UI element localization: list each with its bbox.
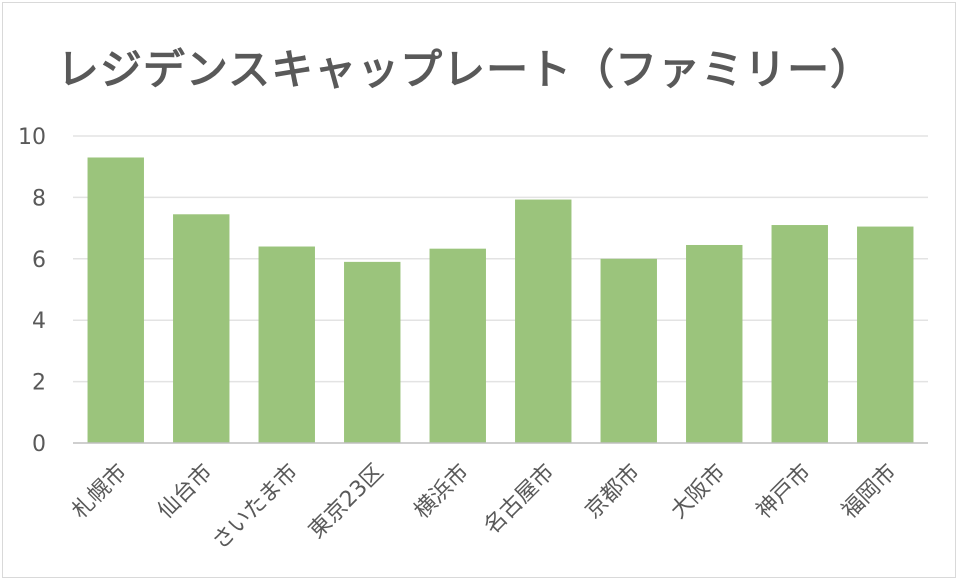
y-tick-label: 4: [32, 309, 46, 334]
y-tick-label: 2: [32, 371, 46, 396]
x-tick-label: 京都市: [581, 460, 645, 524]
y-tick-label: 8: [32, 186, 46, 211]
bar: [686, 244, 743, 443]
x-tick-label: 福岡市: [837, 460, 901, 524]
x-tick-label: さいたま市: [208, 460, 303, 555]
x-tick-label: 横浜市: [410, 460, 474, 524]
bar: [344, 261, 401, 443]
x-tick-label: 仙台市: [153, 460, 217, 524]
chart-title: レジデンスキャップレート（ファミリー）: [56, 45, 874, 94]
bars: [87, 157, 914, 444]
x-tick-label: 東京23区: [304, 460, 388, 544]
bar: [429, 248, 486, 443]
x-tick-label: 大阪市: [666, 460, 730, 524]
y-tick-label: 6: [32, 248, 46, 273]
y-tick-label: 0: [32, 432, 46, 457]
bar: [600, 258, 657, 443]
bar: [87, 157, 144, 444]
x-tick-label: 札幌市: [68, 460, 132, 524]
y-axis-ticks: 0 2 4 6 8 10: [18, 125, 46, 457]
bar: [515, 199, 572, 443]
bar: [258, 246, 315, 443]
bar: [173, 214, 230, 443]
bar: [771, 225, 828, 443]
x-tick-label: 神戸市: [752, 460, 816, 524]
x-tick-label: 名古屋市: [480, 460, 560, 540]
y-tick-label: 10: [18, 125, 46, 150]
bar: [857, 226, 914, 443]
